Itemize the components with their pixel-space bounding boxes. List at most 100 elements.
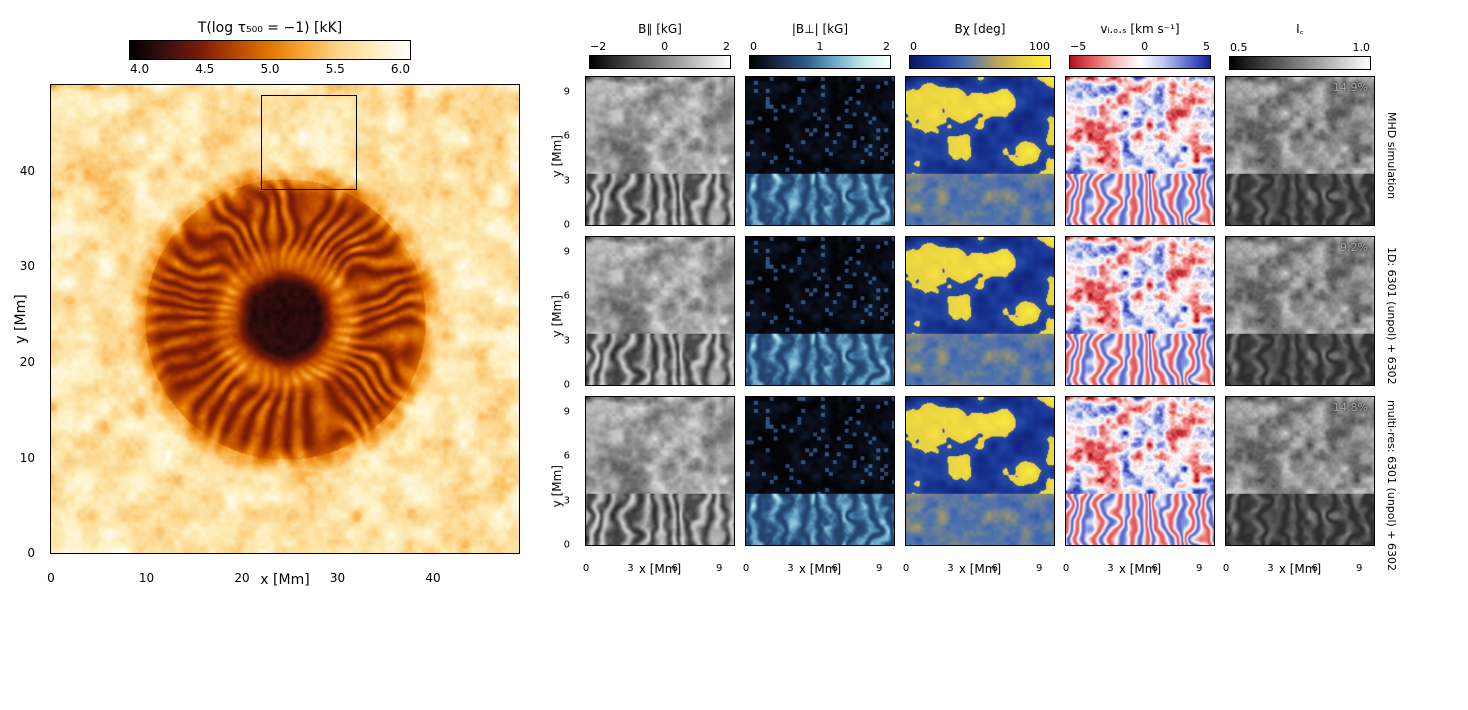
colorbar-tick: 5.0 [260, 62, 279, 76]
xtick: 0 [1063, 563, 1069, 574]
ytick: 9 [564, 86, 570, 97]
ytick: 9 [564, 406, 570, 417]
xtick: 40 [425, 571, 440, 585]
contrast-text: 14.8% [1333, 401, 1368, 414]
left-panel: T(log τ₅₀₀ = −1) [kK] 4.04.55.05.56.0 y … [20, 20, 520, 588]
row-label: MHD simulation [1380, 112, 1398, 199]
subplot-canvas [746, 77, 894, 225]
colorbar-tick: 0 [910, 40, 917, 53]
figure-root: T(log τ₅₀₀ = −1) [kK] 4.04.55.05.56.0 y … [20, 20, 1448, 588]
colorbar-tick: 0 [661, 40, 668, 53]
xtick: 0 [47, 571, 55, 585]
xtick: 9 [876, 563, 882, 574]
small-colorbar-title: Bχ [deg] [955, 22, 1006, 36]
colorbar-tick: 4.5 [195, 62, 214, 76]
small-colorbar-bar [1069, 55, 1211, 69]
colorbar-tick: 6.0 [391, 62, 410, 76]
subplot-r0-c0: 0369 [585, 76, 735, 226]
xtick: 0 [1223, 563, 1229, 574]
colorbar-tick: 0 [1141, 40, 1148, 53]
ytick: 0 [564, 380, 570, 391]
main-axes: y [Mm] 010203040 010203040 [50, 84, 520, 554]
xtick: 0 [743, 563, 749, 574]
subplot-canvas [1226, 237, 1374, 385]
subplot-r0-c4: 14.9% [1225, 76, 1375, 226]
small-colorbar-4: I꜀0.51.0 [1220, 20, 1380, 70]
xtick: 10 [139, 571, 154, 585]
subplot-r2-c3: 0369 [1065, 396, 1215, 546]
small-colorbar-bar [589, 55, 731, 69]
small-colorbar-2: Bχ [deg] 0 100 [900, 22, 1060, 69]
main-colorbar-wrap: T(log τ₅₀₀ = −1) [kK] 4.04.55.05.56.0 [20, 20, 520, 76]
subplot-r2-c1: 0369 [745, 396, 895, 546]
xtick: 3 [627, 563, 633, 574]
ytick: 10 [20, 451, 35, 465]
colorbar-tick: 1 [817, 40, 824, 53]
ytick: 30 [20, 259, 35, 273]
subplot-canvas [1226, 77, 1374, 225]
small-colorbar-0: B∥ [kG] −2 0 2 [580, 22, 740, 69]
small-colorbar-bar [749, 55, 891, 69]
xtick: 6 [672, 563, 678, 574]
right-panel: B∥ [kG] −2 0 2 |B⊥| [kG] 0 1 2 Bχ [deg] 0 100 vₗ.ₒ.… [550, 20, 1448, 576]
xtick: 0 [903, 563, 909, 574]
colorbar-tick: 0.5 [1230, 41, 1248, 54]
ytick: 3 [564, 335, 570, 346]
ytick: 0 [27, 546, 35, 560]
small-colorbar-title: vₗ.ₒ.ₛ [km s⁻¹] [1100, 22, 1179, 36]
subplot-canvas [1226, 397, 1374, 545]
colorbar-tick: 2 [883, 40, 890, 53]
small-colorbar-3: vₗ.ₒ.ₛ [km s⁻¹]−505 [1060, 22, 1220, 69]
subplot-canvas [1066, 237, 1214, 385]
main-colorbar [129, 40, 411, 60]
subplot-canvas [586, 397, 734, 545]
small-colorbar-bar [1229, 56, 1371, 70]
subplot-r1-c4: 9.2% [1225, 236, 1375, 386]
colorbar-tick: 100 [1029, 40, 1050, 53]
main-colorbar-ticks: 4.0 4.5 5.0 5.5 6.0 [130, 62, 410, 76]
colorbar-tick: 1.0 [1353, 41, 1371, 54]
subplot-r2-c2: 0369 [905, 396, 1055, 546]
row-label: multi-res: 6301 (unpol) + 6302 [1380, 400, 1398, 571]
subplot-canvas [906, 77, 1054, 225]
xtick: 9 [1356, 563, 1362, 574]
subplot-r1-c2 [905, 236, 1055, 386]
xtick: 20 [234, 571, 249, 585]
ytick: 9 [564, 246, 570, 257]
xtick: 6 [992, 563, 998, 574]
contrast-text: 14.9% [1333, 81, 1368, 94]
ytick: 3 [564, 175, 570, 186]
subplot-r0-c2 [905, 76, 1055, 226]
xtick: 3 [947, 563, 953, 574]
xtick: 9 [1196, 563, 1202, 574]
xtick: 9 [1036, 563, 1042, 574]
colorbar-tick: 0 [750, 40, 757, 53]
small-colorbar-title: |B⊥| [kG] [792, 22, 848, 36]
xtick: 3 [1267, 563, 1273, 574]
main-xlabel: x [Mm] [50, 572, 520, 588]
small-colorbar-1: |B⊥| [kG] 0 1 2 [740, 22, 900, 69]
xtick: 0 [583, 563, 589, 574]
xtick: 3 [787, 563, 793, 574]
xtick: 3 [1107, 563, 1113, 574]
subplot-r0-c3 [1065, 76, 1215, 226]
row-label: 1D: 6301 (unpol) + 6302 [1380, 247, 1398, 385]
right-grid: B∥ [kG] −2 0 2 |B⊥| [kG] 0 1 2 Bχ [deg] 0 100 vₗ.ₒ.… [550, 20, 1448, 576]
ytick: 6 [564, 291, 570, 302]
ytick: 6 [564, 451, 570, 462]
subplot-canvas [906, 397, 1054, 545]
small-colorbar-title: B∥ [kG] [638, 22, 682, 36]
xtick: 6 [832, 563, 838, 574]
colorbar-tick: 5 [1203, 40, 1210, 53]
ytick: 6 [564, 131, 570, 142]
colorbar-tick: −2 [590, 40, 606, 53]
xtick: 30 [330, 571, 345, 585]
colorbar-tick: 4.0 [130, 62, 149, 76]
colorbar-tick: 5.5 [326, 62, 345, 76]
subplot-canvas [1066, 77, 1214, 225]
subplot-r2-c0: 03690369 [585, 396, 735, 546]
main-ylabel: y [Mm] [13, 294, 29, 343]
small-colorbar-bar [909, 55, 1051, 69]
colorbar-tick: 2 [723, 40, 730, 53]
subplot-canvas [1066, 397, 1214, 545]
